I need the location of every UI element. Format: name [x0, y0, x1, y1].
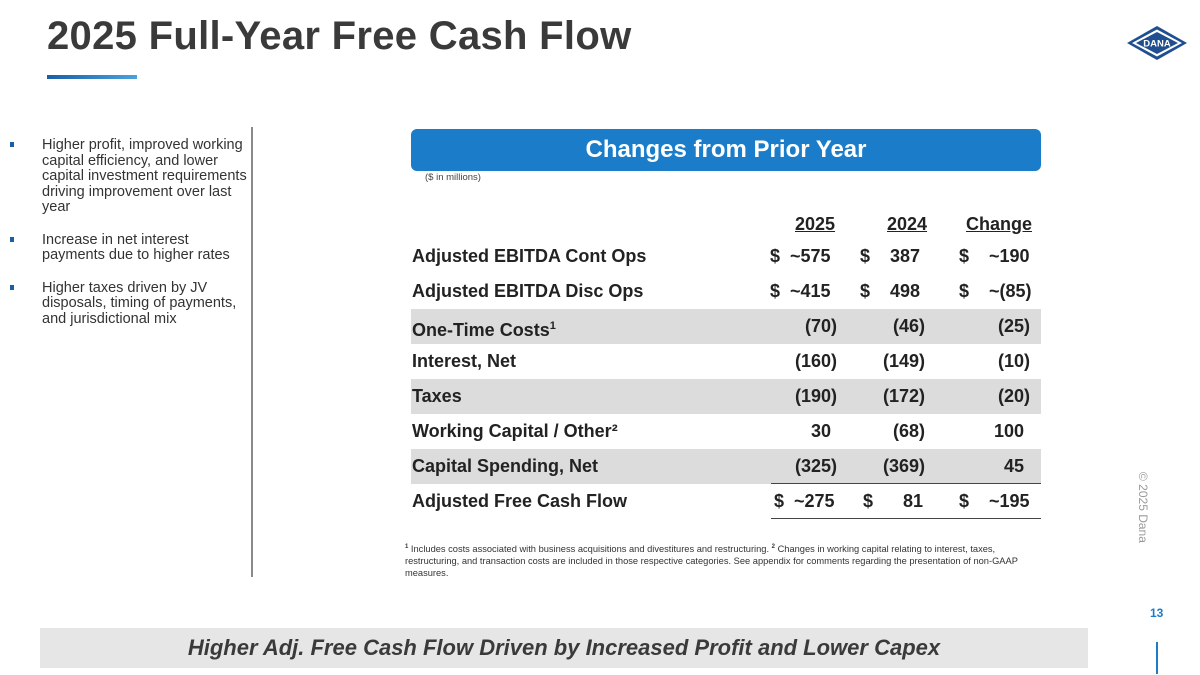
column-header-2025: 2025: [795, 214, 836, 234]
value-2025: 30: [810, 421, 831, 441]
value-change: 100: [993, 421, 1024, 441]
value-change: 45: [1003, 456, 1024, 476]
row-label-text: One-Time Costs: [412, 320, 550, 340]
value-2024: (46): [892, 316, 925, 336]
row-label: Adjusted Free Cash Flow: [412, 491, 628, 511]
row-label: Working Capital / Other²: [412, 421, 618, 441]
value-2024: (149): [882, 351, 925, 371]
value-2025: (325): [794, 456, 837, 476]
logo-text: DANA: [1143, 39, 1171, 50]
value-2025: (160): [794, 351, 837, 371]
bullet-marker: [10, 284, 14, 290]
footnote-number: 2: [771, 544, 775, 550]
page-number-bar: [1156, 642, 1158, 674]
value-2025: (70): [804, 316, 837, 336]
footnote-text: Includes costs associated with business …: [408, 544, 772, 555]
row-label: Adjusted EBITDA Disc Ops: [412, 281, 644, 301]
value-2025: $ ~415: [770, 281, 831, 301]
row-label: Capital Spending, Net: [412, 456, 599, 476]
conclusion-banner: Higher Adj. Free Cash Flow Driven by Inc…: [40, 628, 1088, 668]
key-points-list: Higher profit, improved working capital …: [10, 137, 250, 344]
table-banner: Changes from Prior Year: [411, 129, 1041, 171]
column-header-2024: 2024: [887, 214, 928, 234]
value-2025: $ ~575: [770, 246, 831, 266]
copyright-notice: © 2025 Dana: [1136, 472, 1150, 543]
value-2025: (190): [794, 386, 837, 406]
value-2024: (369): [882, 456, 925, 476]
bullet-item: Higher taxes driven by JV disposals, tim…: [10, 279, 250, 328]
value-change: (10): [997, 351, 1030, 371]
row-label: Adjusted EBITDA Cont Ops: [412, 246, 647, 266]
footnote: 1 Includes costs associated with busines…: [405, 541, 1035, 579]
vertical-divider: [251, 127, 253, 577]
units-note: ($ in millions): [425, 172, 481, 183]
value-2024: $ 498: [860, 281, 921, 301]
column-header-change: Change: [966, 214, 1033, 234]
table-row: One-Time Costs1 (70) (46) (25): [411, 309, 1041, 344]
row-label: Taxes: [412, 386, 462, 406]
footnote-marker: 1: [549, 320, 556, 332]
table-row: Working Capital / Other² 30 (68) 100: [411, 414, 1041, 449]
row-label: Interest, Net: [412, 351, 517, 371]
bullet-marker: [10, 142, 14, 147]
bullet-marker: [10, 236, 14, 242]
value-2024: $ 81: [863, 491, 924, 511]
bullet-text: Higher profit, improved working capital …: [42, 137, 247, 215]
value-change: $ ~195: [959, 491, 1030, 511]
value-change: (20): [997, 386, 1030, 406]
table-row: Taxes (190) (172) (20): [411, 379, 1041, 414]
footnote-number: 1: [405, 544, 409, 550]
value-2024: (68): [892, 421, 925, 441]
bullet-item: Higher profit, improved working capital …: [10, 137, 250, 216]
value-change: $ ~190: [959, 246, 1030, 266]
footnote-text: Changes in working capital relating to i…: [405, 544, 1018, 579]
row-label: One-Time Costs1: [412, 309, 556, 348]
table-row-total: Adjusted Free Cash Flow $ ~275 $ 81 $ ~1…: [411, 484, 1041, 519]
table-row: Capital Spending, Net (325) (369) 45: [411, 449, 1041, 484]
dana-logo: DANA: [1127, 26, 1187, 60]
value-2025: $ ~275: [774, 491, 835, 511]
bullet-text: Higher taxes driven by JV disposals, tim…: [42, 279, 237, 327]
bullet-text: Increase in net interest payments due to…: [42, 231, 230, 263]
table-row: Adjusted EBITDA Disc Ops $ ~415 $ 498 $ …: [411, 274, 1041, 309]
value-change: (25): [997, 316, 1030, 336]
page-number: 13: [1150, 606, 1164, 620]
title-underline: [47, 75, 137, 79]
table-row: Adjusted EBITDA Cont Ops $ ~575 $ 387 $ …: [411, 239, 1041, 274]
total-bottom-rule: [771, 518, 1041, 519]
bullet-item: Increase in net interest payments due to…: [10, 231, 250, 264]
value-change: $ ~(85): [959, 281, 1032, 301]
table-row: Interest, Net (160) (149) (10): [411, 344, 1041, 379]
value-2024: (172): [882, 386, 925, 406]
value-2024: $ 387: [860, 246, 921, 266]
page-title: 2025 Full-Year Free Cash Flow: [47, 14, 632, 58]
total-top-rule: [771, 483, 1041, 484]
